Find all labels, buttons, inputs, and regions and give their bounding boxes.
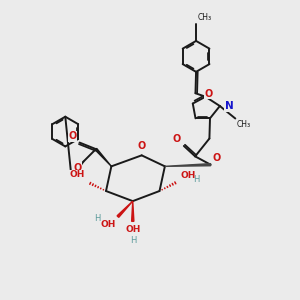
Text: N: N <box>225 101 234 111</box>
Text: O: O <box>204 88 213 98</box>
Text: OH: OH <box>125 225 140 234</box>
Text: O: O <box>172 134 180 145</box>
Text: H: H <box>194 175 200 184</box>
Text: O: O <box>73 163 81 173</box>
Text: H: H <box>130 236 136 244</box>
Polygon shape <box>132 201 134 221</box>
Text: OH: OH <box>69 170 85 179</box>
Text: CH₃: CH₃ <box>197 13 212 22</box>
Polygon shape <box>117 201 133 217</box>
Polygon shape <box>95 148 111 166</box>
Text: O: O <box>68 131 76 141</box>
Polygon shape <box>165 164 211 166</box>
Text: O: O <box>138 141 146 151</box>
Text: H: H <box>94 214 101 224</box>
Text: OH: OH <box>100 220 116 229</box>
Text: OH: OH <box>181 171 196 180</box>
Text: CH₃: CH₃ <box>237 120 251 129</box>
Text: O: O <box>213 153 221 163</box>
